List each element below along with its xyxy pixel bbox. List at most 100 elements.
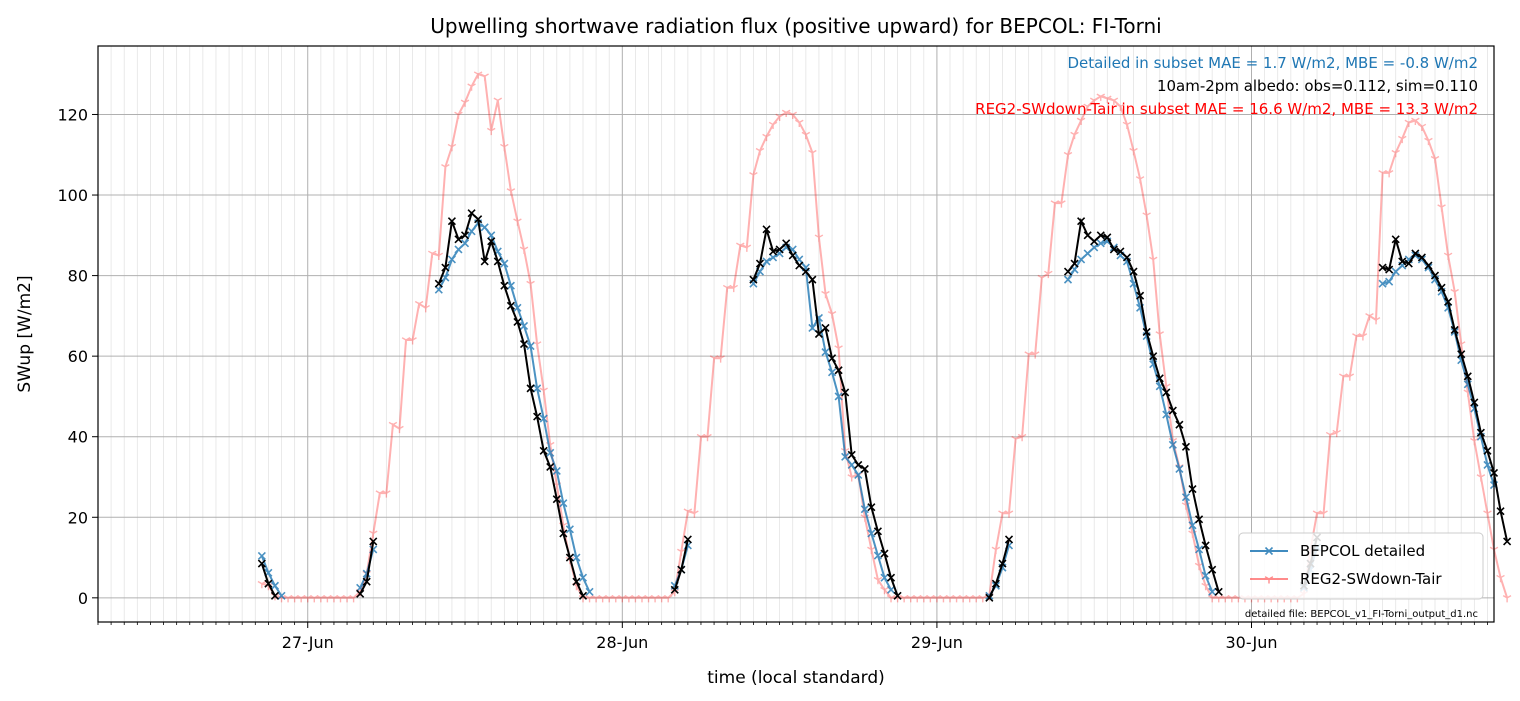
data-point	[1208, 587, 1217, 596]
legend-swatch	[1250, 576, 1288, 584]
data-point	[1155, 331, 1165, 339]
data-point	[821, 290, 830, 299]
legend-swatch	[1250, 546, 1288, 556]
data-point	[277, 591, 286, 600]
data-point	[847, 474, 856, 482]
data-point	[1391, 267, 1400, 276]
y-axis: 0 20 40 60 80 100 120	[57, 105, 98, 608]
series-simulated	[257, 209, 1512, 602]
data-point	[369, 530, 378, 538]
data-point	[401, 337, 411, 345]
data-point	[546, 462, 555, 471]
data-point	[565, 553, 574, 562]
x-tick-label: 27-Jun	[282, 633, 334, 652]
data-point	[808, 275, 817, 284]
annotation: Detailed in subset MAE = 1.7 W/m2, MBE =…	[1067, 54, 1478, 72]
data-point	[742, 244, 752, 252]
data-point	[775, 113, 784, 121]
data-point	[1207, 594, 1217, 603]
data-point	[1201, 571, 1210, 580]
data-point	[709, 355, 719, 363]
data-point	[998, 559, 1007, 568]
data-point	[1208, 565, 1217, 574]
data-point	[1063, 151, 1073, 160]
data-point	[847, 450, 856, 459]
y-tick-label: 100	[57, 186, 88, 205]
data-point	[1142, 212, 1151, 220]
series-line	[752, 246, 892, 591]
data-point	[1496, 507, 1505, 516]
data-point	[1044, 270, 1053, 279]
data-point	[801, 131, 811, 140]
data-point	[532, 341, 542, 349]
data-point	[487, 231, 496, 240]
data-point	[1221, 594, 1230, 603]
legend-frame	[1238, 532, 1484, 600]
data-point	[388, 421, 398, 430]
data-point	[618, 594, 627, 603]
data-point	[644, 594, 653, 603]
data-point	[788, 111, 797, 119]
data-point	[257, 551, 266, 561]
data-point	[408, 337, 417, 345]
data-point	[454, 245, 463, 254]
data-point	[441, 263, 450, 272]
major-grid	[98, 46, 1494, 622]
data-point	[965, 594, 974, 603]
data-point	[546, 448, 555, 457]
data-point	[1188, 485, 1197, 494]
data-point	[932, 594, 942, 603]
data-point	[1096, 231, 1105, 240]
data-point	[526, 342, 535, 351]
data-point	[1417, 123, 1427, 132]
data-point	[834, 366, 843, 375]
data-point	[290, 594, 299, 603]
data-point	[1175, 420, 1184, 429]
data-point	[1195, 545, 1204, 554]
data-point	[1070, 131, 1079, 140]
data-point	[670, 585, 679, 594]
data-point	[1077, 217, 1086, 226]
data-point	[860, 505, 869, 514]
data-point	[1325, 431, 1335, 440]
data-point	[270, 591, 280, 600]
footnote: detailed file: BEPCOL_v1_FI-Torni_output…	[1245, 609, 1478, 620]
data-point	[1148, 256, 1158, 264]
data-point	[1411, 117, 1420, 126]
data-point	[1214, 594, 1223, 603]
data-point	[578, 573, 588, 582]
data-point	[1076, 117, 1086, 126]
legend: BEPCOL detailed REG2-SWdown-Tair	[1238, 532, 1484, 600]
data-point	[382, 490, 391, 498]
data-point	[467, 209, 476, 218]
data-point	[591, 594, 601, 603]
data-point	[1136, 291, 1145, 300]
data-point	[729, 284, 739, 293]
data-point	[310, 594, 319, 603]
data-point	[349, 594, 358, 603]
data-point	[1483, 460, 1492, 469]
data-point	[1162, 388, 1171, 397]
data-point	[775, 245, 784, 254]
data-point	[362, 577, 371, 586]
data-point	[1030, 351, 1040, 359]
data-point	[1371, 317, 1381, 325]
legend-marker	[1264, 576, 1274, 584]
data-point	[1116, 247, 1125, 256]
data-point	[1090, 243, 1099, 252]
data-point	[480, 257, 489, 266]
data-point	[854, 470, 863, 480]
data-point	[513, 317, 522, 326]
data-point	[447, 143, 457, 152]
data-point	[1057, 200, 1066, 208]
data-point	[1391, 235, 1400, 244]
data-point	[1188, 521, 1197, 530]
data-point	[526, 384, 535, 393]
data-point	[1444, 297, 1453, 306]
data-point	[1332, 429, 1341, 438]
legend-marker	[1264, 546, 1274, 556]
series-line	[752, 229, 899, 597]
data-point	[1090, 237, 1099, 246]
data-point	[637, 594, 647, 603]
data-point	[1077, 255, 1086, 264]
